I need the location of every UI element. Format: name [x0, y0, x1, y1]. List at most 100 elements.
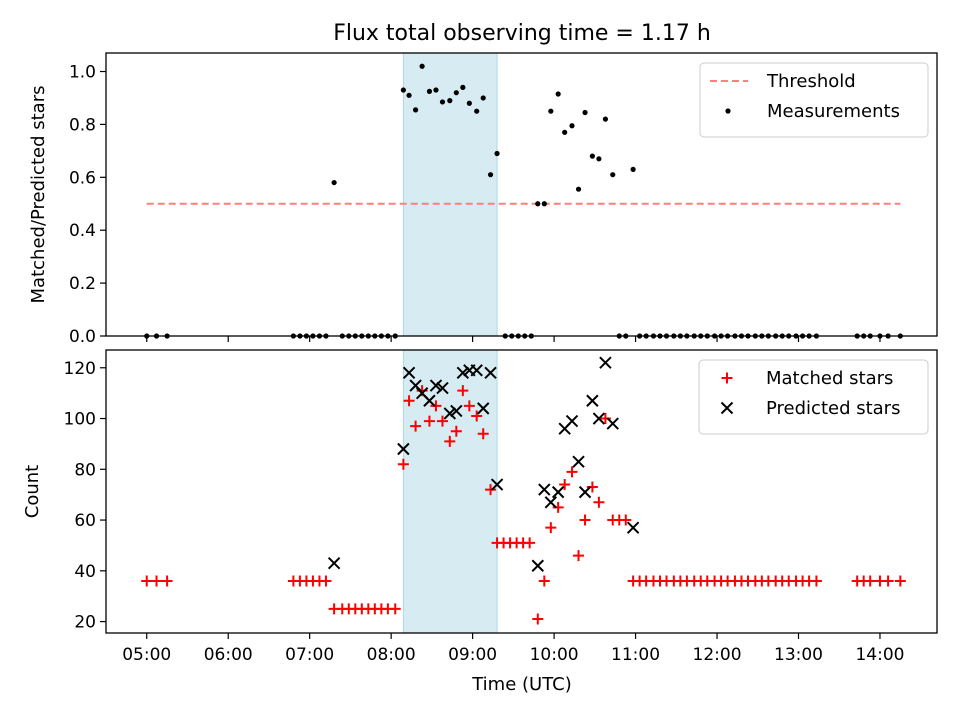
data-point [606, 417, 619, 430]
data-point [450, 425, 462, 437]
data-point [444, 435, 456, 447]
y-tick-label: 80 [74, 460, 96, 480]
data-point [538, 483, 551, 496]
data-point [566, 466, 578, 478]
data-point [430, 400, 442, 412]
data-point [397, 458, 409, 470]
data-point [423, 415, 435, 427]
x-tick-label: 05:00 [122, 645, 171, 665]
data-point [471, 410, 483, 422]
x-tick-label: 09:00 [448, 645, 497, 665]
data-point [327, 556, 341, 570]
data-point [894, 575, 906, 587]
observing-window-span [402, 349, 498, 634]
x-axis-label: Time (UTC) [471, 674, 572, 695]
plot-frame [105, 349, 938, 634]
data-point [592, 412, 606, 425]
data-point [480, 95, 486, 101]
data-point [626, 521, 640, 534]
data-point [531, 559, 545, 572]
data-point [474, 108, 480, 114]
count-panel: 20 40 60 80 100 120 05:00 06:00 07:00 08:00 09:00 1… [22, 349, 938, 665]
y-tick-label: 0.2 [69, 274, 96, 294]
x-tick-label: 08:00 [367, 645, 416, 665]
data-point [578, 485, 592, 499]
data-point [403, 395, 415, 407]
legend-swatch [725, 108, 731, 114]
chart-title: Flux total observing time = 1.17 h [333, 21, 711, 46]
y-tick-label: 20 [74, 613, 96, 633]
x-tick-label: 07:00 [285, 645, 334, 665]
data-point [610, 172, 616, 178]
data-point [397, 442, 410, 456]
data-point [447, 98, 453, 104]
data-point [582, 109, 588, 116]
data-point [494, 150, 500, 157]
ratio-panel: 0.0 0.2 0.4 0.6 0.8 1.0 Matched/Predicted star… [28, 52, 938, 347]
data-point [460, 84, 466, 90]
data-point [410, 420, 422, 432]
y-tick-label: 0.6 [69, 168, 96, 188]
data-point [602, 116, 609, 122]
data-point [532, 613, 544, 625]
data-point [433, 87, 439, 93]
data-point [538, 575, 550, 587]
legend: Threshold Measurements [699, 62, 929, 138]
data-point [545, 522, 557, 534]
legend: Matched stars Predicted stars [698, 359, 929, 435]
data-point [463, 400, 475, 412]
legend-label: Threshold [766, 71, 856, 92]
legend-swatch [720, 401, 734, 415]
legend-label: Predicted stars [766, 398, 900, 419]
legend-swatch [721, 372, 733, 384]
y-tick-label: 120 [64, 359, 96, 379]
data-point [389, 603, 401, 615]
data-point [586, 394, 599, 407]
data-point [548, 108, 554, 114]
data-point [589, 153, 595, 159]
data-point [575, 186, 582, 192]
data-point [572, 455, 585, 468]
data-point [450, 404, 463, 418]
data-point [429, 379, 443, 392]
plot-frame [105, 52, 938, 337]
data-point [423, 394, 436, 407]
data-point [541, 201, 547, 207]
data-point [436, 415, 448, 427]
series-predicted-stars [327, 356, 640, 572]
data-point [882, 575, 894, 587]
data-point [470, 364, 483, 377]
data-point [466, 100, 472, 106]
data-point [562, 129, 568, 135]
data-point [544, 496, 558, 509]
data-point [810, 575, 822, 587]
x-tick-label: 12:00 [693, 645, 742, 665]
x-tick-label: 13:00 [774, 645, 823, 665]
data-point [400, 87, 406, 93]
series-matched-stars [141, 385, 906, 625]
legend-box [699, 62, 929, 138]
data-point [569, 123, 575, 129]
x-tick-label: 06:00 [204, 645, 253, 665]
data-point [864, 575, 876, 587]
data-point [161, 575, 173, 587]
data-point [630, 166, 636, 172]
data-point [620, 514, 632, 526]
data-point [402, 366, 416, 380]
data-point [456, 366, 470, 380]
data-point [559, 479, 571, 491]
data-point [412, 107, 419, 113]
y-tick-label: 0.0 [69, 327, 96, 347]
legend-label: Measurements [767, 101, 900, 122]
legend-box [698, 359, 929, 435]
data-point [485, 484, 497, 496]
data-point [477, 428, 489, 440]
data-point [477, 402, 490, 415]
data-point [151, 575, 163, 587]
data-point [439, 99, 446, 105]
data-point [599, 356, 612, 369]
data-point [490, 478, 504, 491]
data-point [573, 550, 585, 562]
data-point [457, 385, 469, 397]
